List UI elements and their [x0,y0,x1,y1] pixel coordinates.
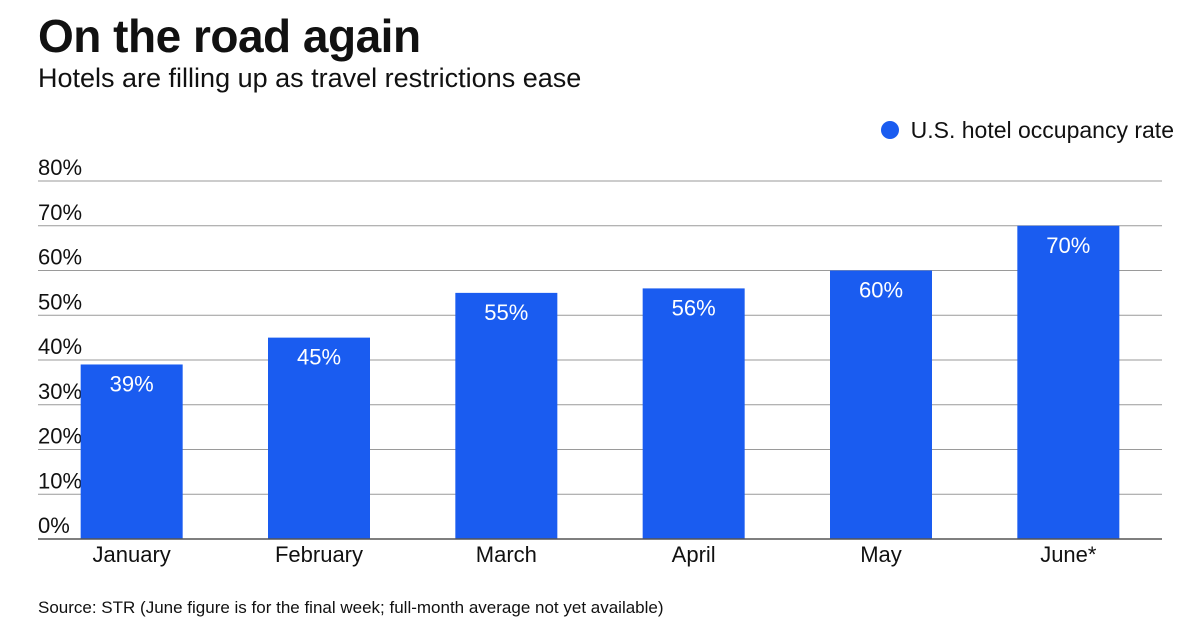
legend-label: U.S. hotel occupancy rate [910,117,1174,143]
y-tick-label: 70% [38,200,82,225]
x-tick-label: January [93,542,171,567]
y-tick-label: 60% [38,245,82,270]
y-tick-label: 10% [38,468,82,493]
y-tick-label: 40% [38,334,82,359]
y-tick-label: 30% [38,379,82,404]
data-label: 55% [484,300,528,325]
data-label: 45% [297,345,341,370]
x-tick-label: April [672,542,716,567]
legend: U.S. hotel occupancy rate [880,114,1174,146]
bar [80,364,183,539]
y-tick-label: 20% [38,424,82,449]
x-tick-label: May [860,542,902,567]
x-tick-label: February [275,542,363,567]
chart-subtitle: Hotels are filling up as travel restrict… [38,63,582,93]
data-label: 60% [859,278,903,303]
data-label: 39% [110,371,154,396]
bar [268,337,370,539]
source-note: Source: STR (June figure is for the fina… [38,598,664,617]
y-tick-label: 80% [38,155,82,180]
x-tick-label: March [476,542,537,567]
legend-swatch [880,121,899,139]
chart-title: On the road again [38,10,421,62]
x-tick-label: June* [1040,542,1097,567]
bar [830,270,932,539]
y-tick-label: 50% [38,289,82,314]
bar [455,292,558,539]
y-tick-label: 0% [38,513,70,538]
bar [642,288,745,539]
data-label: 56% [672,295,716,320]
bar [1017,225,1120,539]
data-label: 70% [1046,233,1090,258]
